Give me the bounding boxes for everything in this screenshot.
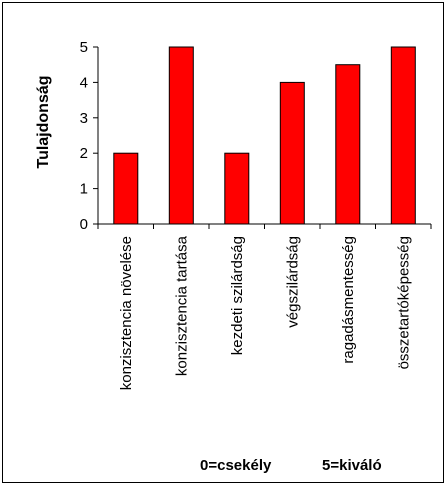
x-tick-label-0: konzisztencia növelése <box>118 236 135 390</box>
y-tick-label-1: 1 <box>80 181 88 198</box>
y-tick-label-5: 5 <box>80 39 88 56</box>
scale-note-low: 0=csekély <box>200 457 272 474</box>
bar-3 <box>279 81 305 225</box>
bar-5 <box>390 46 416 225</box>
y-tick-label-3: 3 <box>80 110 88 127</box>
y-axis-ticks: 0 1 2 3 4 5 <box>80 39 98 233</box>
bar-0 <box>113 152 139 225</box>
y-axis-label: Tulajdonság <box>35 75 52 168</box>
bar-4 <box>335 64 361 225</box>
x-tick-label-5: összetartóképesség <box>395 236 412 369</box>
x-tick-label-3: végszilárdság <box>284 236 301 328</box>
y-tick-label-2: 2 <box>80 145 88 162</box>
scale-note-high: 5=kiváló <box>322 457 382 474</box>
x-axis-tick-labels: konzisztencia növelése konzisztencia tart… <box>97 224 432 390</box>
y-tick-label-4: 4 <box>80 74 88 91</box>
bar-1 <box>168 46 194 225</box>
x-tick-label-1: konzisztencia tartása <box>173 235 190 376</box>
x-tick-label-4: ragadásmentesség <box>340 236 357 364</box>
bars <box>113 46 416 225</box>
x-tick-label-2: kezdeti szilárdság <box>229 236 246 355</box>
y-tick-label-0: 0 <box>80 216 88 233</box>
bar-2 <box>224 152 250 225</box>
axes <box>97 47 431 225</box>
